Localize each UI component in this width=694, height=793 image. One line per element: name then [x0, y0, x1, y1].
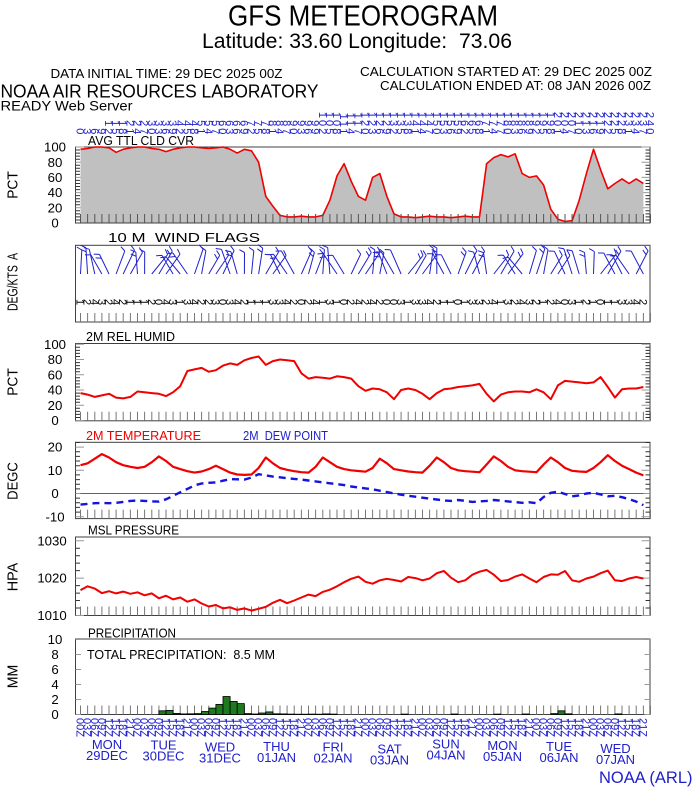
svg-text:30DEC: 30DEC — [143, 749, 185, 764]
svg-text:0: 0 — [51, 413, 58, 428]
svg-text:01JAN: 01JAN — [257, 750, 296, 765]
svg-text:240: 240 — [644, 112, 656, 137]
svg-text:60: 60 — [48, 367, 63, 382]
svg-text:07JAN: 07JAN — [596, 752, 635, 767]
svg-text:6: 6 — [51, 662, 58, 677]
svg-text:100: 100 — [44, 337, 66, 352]
svg-text:CALCULATION ENDED AT: 08 JAN 2: CALCULATION ENDED AT: 08 JAN 2026 00Z — [380, 78, 651, 93]
svg-text:READY Web Server: READY Web Server — [1, 98, 133, 114]
svg-text:29DEC: 29DEC — [86, 748, 128, 763]
svg-text:2M TEMPERATURE: 2M TEMPERATURE — [86, 428, 201, 443]
svg-text:0: 0 — [51, 486, 58, 501]
svg-text:80: 80 — [48, 352, 63, 367]
svg-text:NOAA (ARL): NOAA (ARL) — [599, 769, 693, 787]
svg-text:8: 8 — [51, 647, 58, 662]
svg-text:0: 0 — [51, 216, 58, 231]
svg-text:TOTAL PRECIPITATION: 8.5 MM: TOTAL PRECIPITATION: 8.5 MM — [87, 647, 275, 662]
svg-text:20: 20 — [48, 398, 63, 413]
svg-text:02JAN: 02JAN — [313, 751, 352, 766]
svg-text:MSL PRESSURE: MSL PRESSURE — [88, 523, 179, 538]
svg-text:2M REL HUMID: 2M REL HUMID — [86, 329, 175, 344]
svg-text:PCT: PCT — [5, 368, 22, 396]
svg-text:1020: 1020 — [37, 571, 66, 586]
svg-text:2: 2 — [636, 299, 648, 305]
svg-text:0: 0 — [51, 707, 58, 722]
svg-text:03JAN: 03JAN — [370, 753, 409, 768]
svg-text:80: 80 — [48, 155, 63, 170]
svg-text:HPA: HPA — [5, 563, 22, 592]
svg-text:CALCULATION STARTED AT: 29 DEC: CALCULATION STARTED AT: 29 DEC 2025 00Z — [360, 64, 652, 79]
svg-text:1010: 1010 — [37, 608, 66, 623]
svg-text:DEGC: DEGC — [5, 462, 22, 500]
svg-text:PCT: PCT — [5, 171, 22, 199]
svg-text:10: 10 — [48, 632, 63, 647]
svg-text:PRECIPITATION: PRECIPITATION — [88, 626, 176, 641]
svg-text:4: 4 — [51, 677, 58, 692]
svg-text:-10: -10 — [45, 509, 64, 524]
svg-text:MM: MM — [5, 665, 22, 689]
svg-text:10 M WIND FLAGS: 10 M WIND FLAGS — [108, 230, 260, 245]
svg-text:1030: 1030 — [37, 533, 66, 548]
svg-text:2M DEW POINT: 2M DEW POINT — [243, 428, 328, 443]
svg-text:DEG/KTS A: DEG/KTS A — [5, 253, 22, 311]
svg-text:AVG TTL CLD CVR: AVG TTL CLD CVR — [88, 133, 194, 148]
svg-text:60: 60 — [48, 170, 63, 185]
svg-text:31DEC: 31DEC — [199, 751, 241, 766]
svg-text:GFS METEOROGRAM: GFS METEOROGRAM — [228, 1, 498, 33]
svg-text:06JAN: 06JAN — [539, 750, 578, 765]
svg-text:Latitude: 33.60 Longitude: 73: Latitude: 33.60 Longitude: 73.06 — [202, 29, 512, 53]
svg-text:2: 2 — [51, 692, 58, 707]
svg-text:DATA INITIAL TIME: 29 DEC 2025: DATA INITIAL TIME: 29 DEC 2025 00Z — [51, 66, 283, 81]
svg-text:10: 10 — [48, 463, 63, 478]
svg-text:40: 40 — [48, 185, 63, 200]
svg-text:04JAN: 04JAN — [426, 748, 465, 763]
svg-text:05JAN: 05JAN — [483, 749, 522, 764]
svg-text:100: 100 — [44, 140, 66, 155]
svg-text:20: 20 — [48, 440, 63, 455]
svg-text:20: 20 — [48, 200, 63, 215]
svg-text:40: 40 — [48, 383, 63, 398]
svg-text:21Z: 21Z — [636, 718, 648, 737]
